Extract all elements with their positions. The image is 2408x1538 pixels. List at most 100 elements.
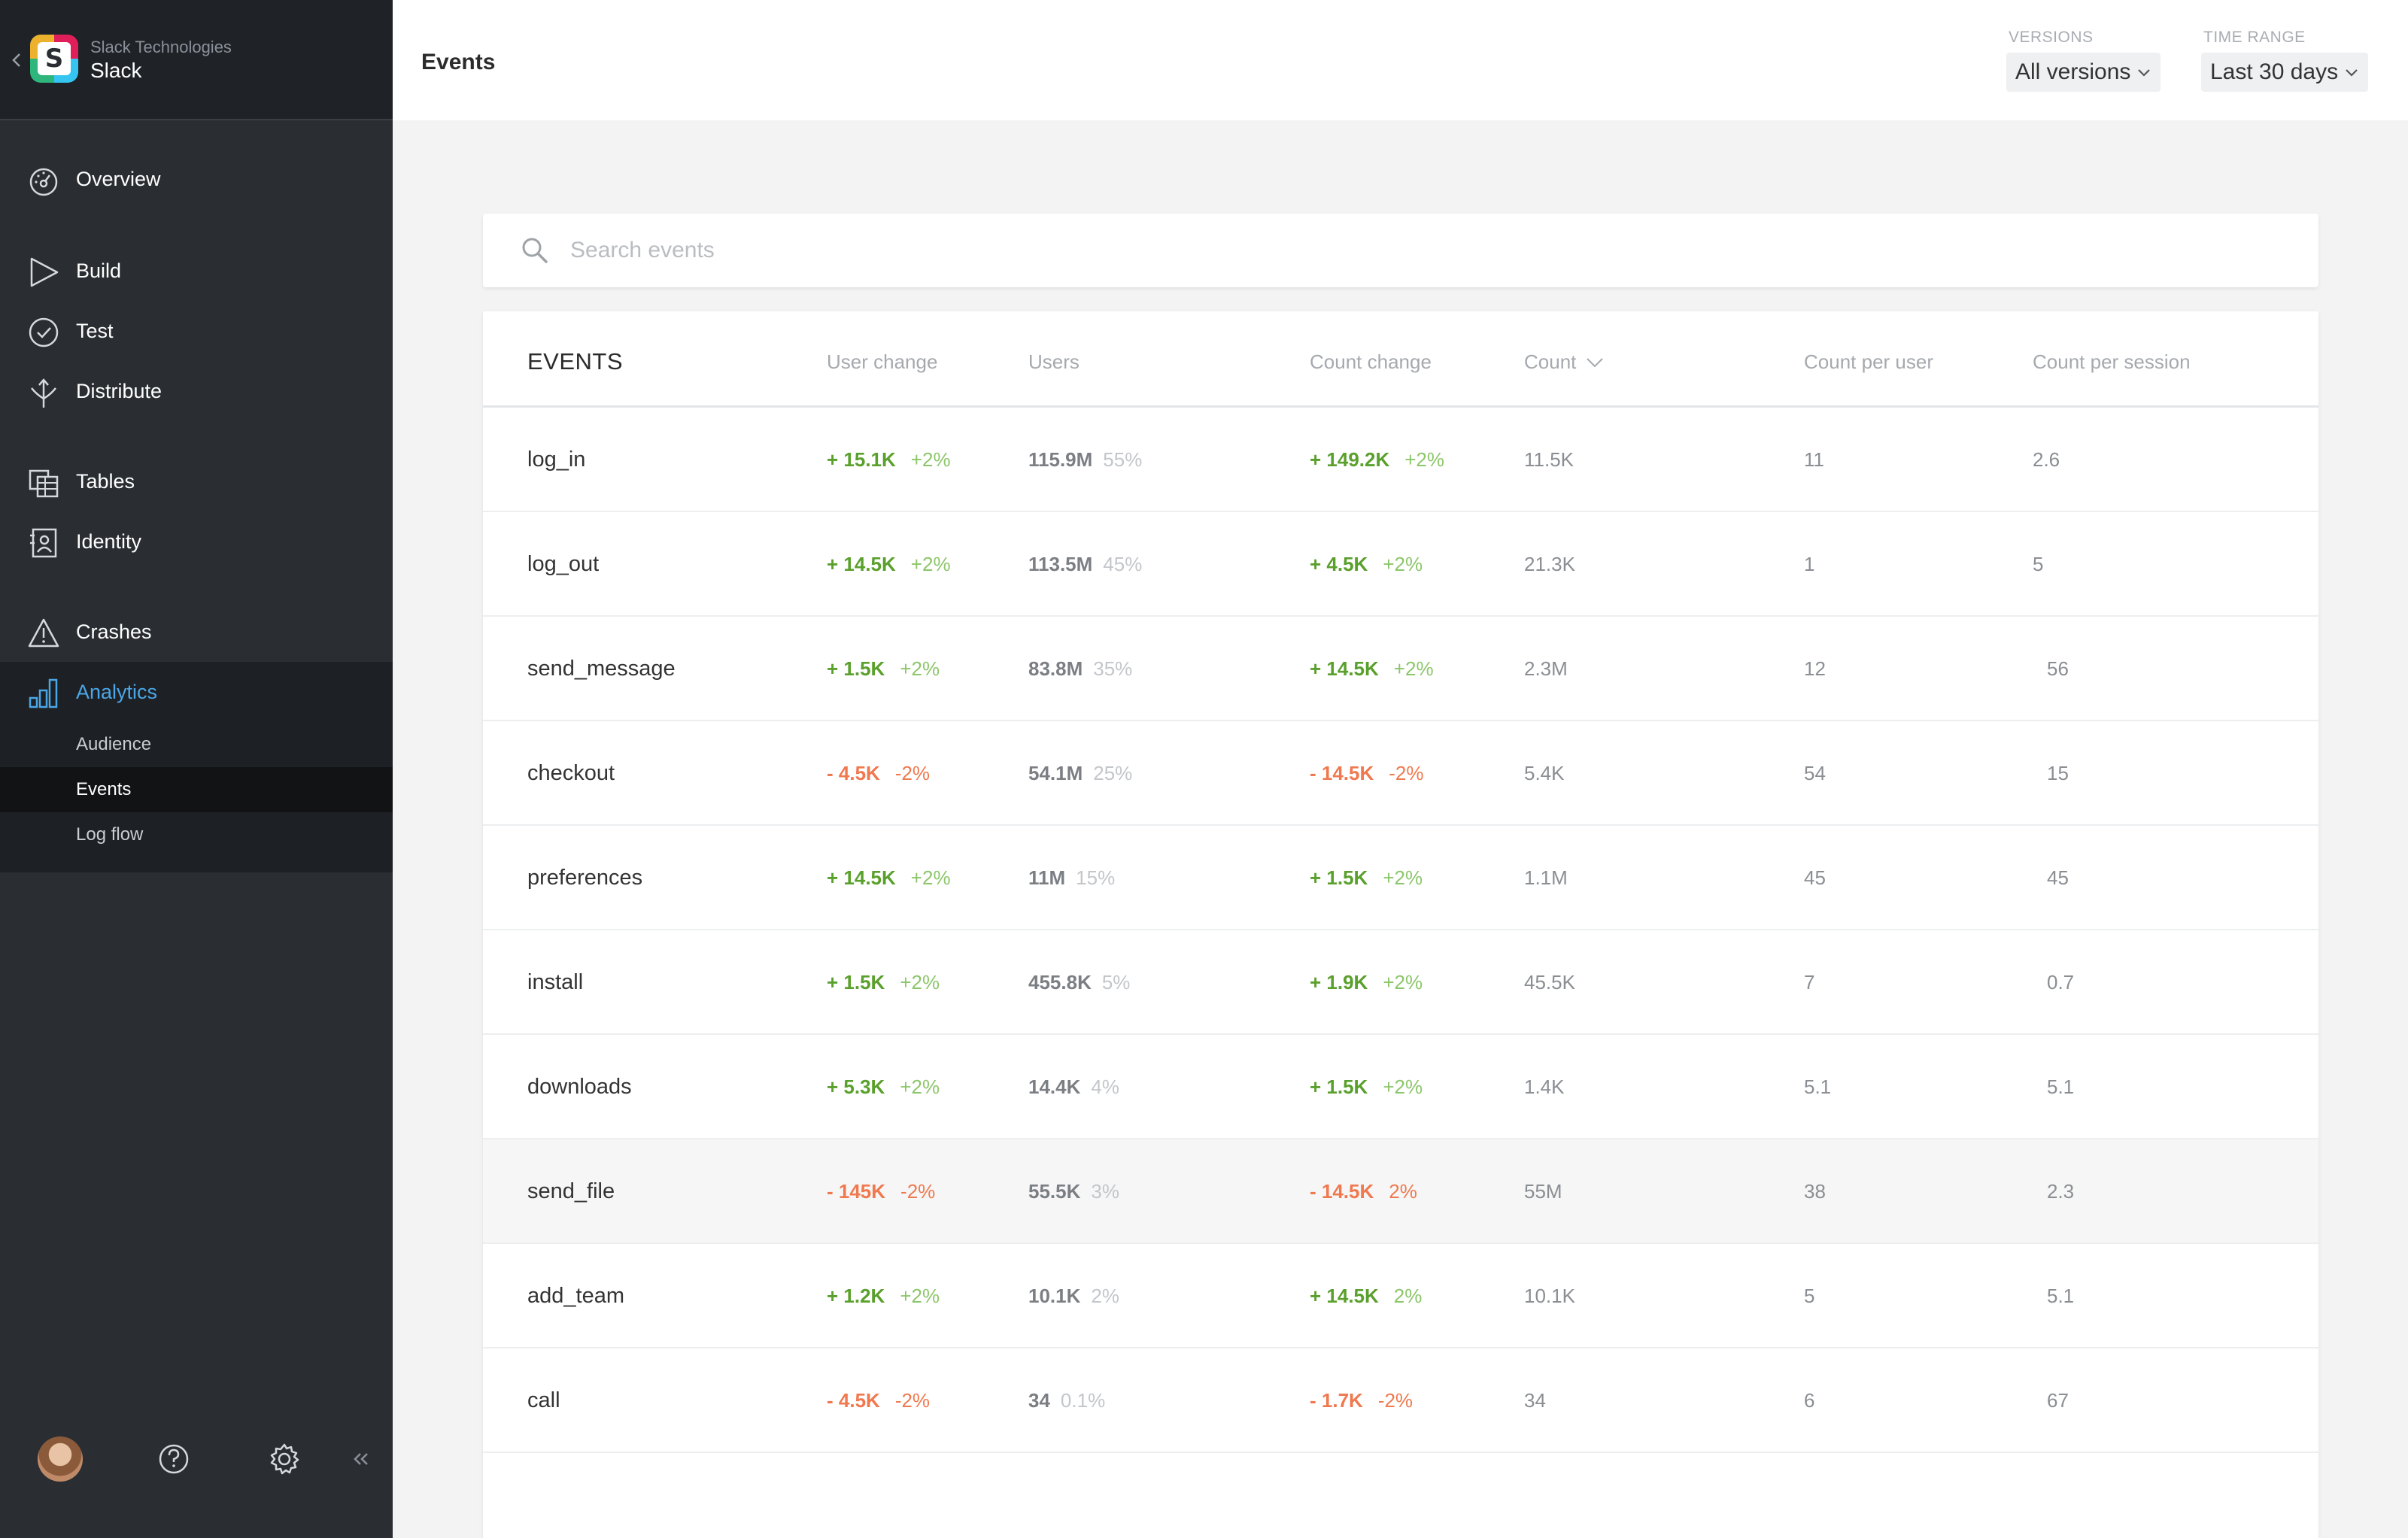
users-percent: 0.1% — [1060, 1389, 1106, 1412]
count-change-cell: + 14.5K +2% — [1310, 617, 1434, 721]
sidebar-subitem-events[interactable]: Events — [0, 767, 393, 812]
table-row[interactable]: call - 4.5K -2% 34 0.1% - 1.7K -2% 34 6 67 — [483, 1348, 2318, 1453]
sidebar-subitem-log-flow[interactable]: Log flow — [0, 812, 393, 857]
count-per-user-value: 12 — [1804, 657, 1826, 680]
chevron-left-icon[interactable] — [8, 45, 24, 75]
table-row[interactable]: downloads + 5.3K +2% 14.4K 4% + 1.5K +2% 1.4K 5.… — [483, 1035, 2318, 1139]
sidebar-item-label: Test — [76, 320, 114, 342]
count-per-session-value: 5.1 — [2047, 1285, 2075, 1307]
count-per-session-value: 45 — [2047, 866, 2069, 889]
column-header-count-per-session[interactable]: Count per session — [2033, 350, 2191, 373]
count-change-percent: -2% — [1377, 1389, 1414, 1412]
column-header-users[interactable]: Users — [1028, 350, 1080, 373]
sidebar-item-test[interactable]: Test — [0, 301, 393, 361]
versions-label: VERSIONS — [2009, 29, 2094, 46]
count-change-percent: 2% — [1389, 1180, 1417, 1203]
chevron-down-icon — [2138, 69, 2151, 77]
count-per-user-value: 38 — [1804, 1180, 1826, 1203]
event-name: downloads — [527, 1075, 632, 1099]
table-row[interactable]: log_out + 14.5K +2% 113.5M 45% + 4.5K +2% 21.3K… — [483, 512, 2318, 617]
table-row[interactable]: checkout - 4.5K -2% 54.1M 25% - 14.5K -2% 5.4K 5… — [483, 721, 2318, 826]
user-change-value: + 5.3K — [827, 1075, 885, 1098]
count-change-percent: 2% — [1393, 1285, 1423, 1307]
org-name: Slack Technologies — [90, 38, 232, 56]
users-value: 115.9M — [1028, 448, 1093, 471]
top-bar: Events VERSIONS All versions TIME RANGE … — [393, 0, 2408, 120]
gear-icon[interactable] — [266, 1440, 303, 1478]
count-change-cell: - 1.7K -2% — [1310, 1348, 1413, 1453]
app-switcher[interactable]: S Slack Technologies Slack — [0, 0, 393, 120]
count-change-percent: +2% — [1383, 1075, 1423, 1098]
user-change-value: + 14.5K — [827, 866, 896, 889]
count-change-value: + 14.5K — [1310, 657, 1379, 680]
user-change-value: + 1.5K — [827, 971, 885, 993]
count-per-session-value: 15 — [2047, 762, 2069, 784]
column-header-user-change[interactable]: User change — [827, 350, 938, 373]
count-per-session-value: 5 — [2033, 553, 2044, 575]
user-change-percent: +2% — [900, 1075, 940, 1098]
avatar[interactable] — [38, 1436, 83, 1482]
table-row[interactable]: send_message + 1.5K +2% 83.8M 35% + 14.5K +2% 2… — [483, 617, 2318, 721]
count-change-percent: +2% — [1404, 448, 1445, 471]
users-value: 34 — [1028, 1389, 1050, 1412]
sidebar-item-build[interactable]: Build — [0, 241, 393, 301]
count-change-value: + 1.5K — [1310, 1075, 1368, 1098]
sidebar-subitem-label: Audience — [76, 734, 152, 754]
sidebar-item-crashes[interactable]: Crashes — [0, 602, 393, 662]
column-header-count-change[interactable]: Count change — [1310, 350, 1432, 373]
users-percent: 45% — [1103, 553, 1143, 575]
table-row[interactable]: add_team + 1.2K +2% 10.1K 2% + 14.5K 2% 10.1K 5 5… — [483, 1244, 2318, 1348]
table-row[interactable]: preferences + 14.5K +2% 11M 15% + 1.5K +2% 1.1M… — [483, 826, 2318, 930]
sidebar-item-label: Tables — [76, 470, 135, 493]
user-change-value: + 1.5K — [827, 657, 885, 680]
table-row[interactable]: log_in + 15.1K +2% 115.9M 55% + 149.2K +2% 11.5… — [483, 408, 2318, 512]
user-change-cell: - 4.5K -2% — [827, 721, 930, 826]
distribute-icon — [31, 378, 56, 408]
event-name: checkout — [527, 761, 615, 785]
count-change-value: + 149.2K — [1310, 448, 1390, 471]
sidebar-item-identity[interactable]: Identity — [0, 511, 393, 572]
sidebar-subitem-audience[interactable]: Audience — [0, 722, 393, 767]
count-value: 10.1K — [1524, 1285, 1575, 1307]
user-change-percent: +2% — [910, 448, 951, 471]
users-value: 455.8K — [1028, 971, 1092, 993]
column-header-events: EVENTS — [527, 348, 624, 375]
count-change-cell: + 1.5K +2% — [1310, 1035, 1423, 1139]
event-name: install — [527, 970, 584, 994]
sort-down-icon — [1586, 358, 1603, 368]
sidebar-item-label: Identity — [76, 530, 142, 553]
users-cell: 14.4K 4% — [1028, 1035, 1119, 1139]
sidebar-item-label: Crashes — [76, 620, 152, 643]
count-change-cell: - 14.5K -2% — [1310, 721, 1424, 826]
user-change-value: - 145K — [827, 1180, 886, 1203]
warning-icon — [28, 618, 59, 648]
versions-dropdown[interactable]: All versions — [2006, 53, 2161, 92]
users-percent: 3% — [1091, 1180, 1119, 1203]
count-per-user-value: 45 — [1804, 866, 1826, 889]
help-icon[interactable] — [155, 1440, 193, 1478]
count-value: 5.4K — [1524, 762, 1565, 784]
count-per-session-value: 2.6 — [2033, 448, 2060, 471]
count-value: 21.3K — [1524, 553, 1575, 575]
user-change-percent: -2% — [900, 1180, 936, 1203]
collapse-sidebar-icon[interactable] — [342, 1440, 380, 1478]
table-row[interactable]: install + 1.5K +2% 455.8K 5% + 1.9K +2% 45.5K 7 0… — [483, 930, 2318, 1035]
sidebar-item-analytics[interactable]: Analytics — [0, 662, 393, 722]
column-header-count[interactable]: Count — [1524, 311, 1605, 412]
sidebar-item-label: Overview — [76, 168, 161, 190]
table-row[interactable]: send_file - 145K -2% 55.5K 3% - 14.5K 2% 55M 38 2… — [483, 1139, 2318, 1244]
search-input[interactable] — [570, 214, 2285, 287]
event-name: send_file — [527, 1179, 615, 1203]
users-percent: 25% — [1093, 762, 1133, 784]
event-name: call — [527, 1388, 560, 1412]
event-name: log_in — [527, 447, 586, 472]
user-change-cell: - 145K -2% — [827, 1139, 935, 1244]
sidebar-item-tables[interactable]: Tables — [0, 451, 393, 511]
time-range-dropdown[interactable]: Last 30 days — [2201, 53, 2369, 92]
users-cell: 11M 15% — [1028, 826, 1115, 930]
sidebar-item-distribute[interactable]: Distribute — [0, 361, 393, 421]
sidebar-item-overview[interactable]: Overview — [0, 149, 393, 209]
user-change-cell: - 4.5K -2% — [827, 1348, 930, 1453]
count-change-value: + 4.5K — [1310, 553, 1368, 575]
column-header-count-per-user[interactable]: Count per user — [1804, 350, 1933, 373]
